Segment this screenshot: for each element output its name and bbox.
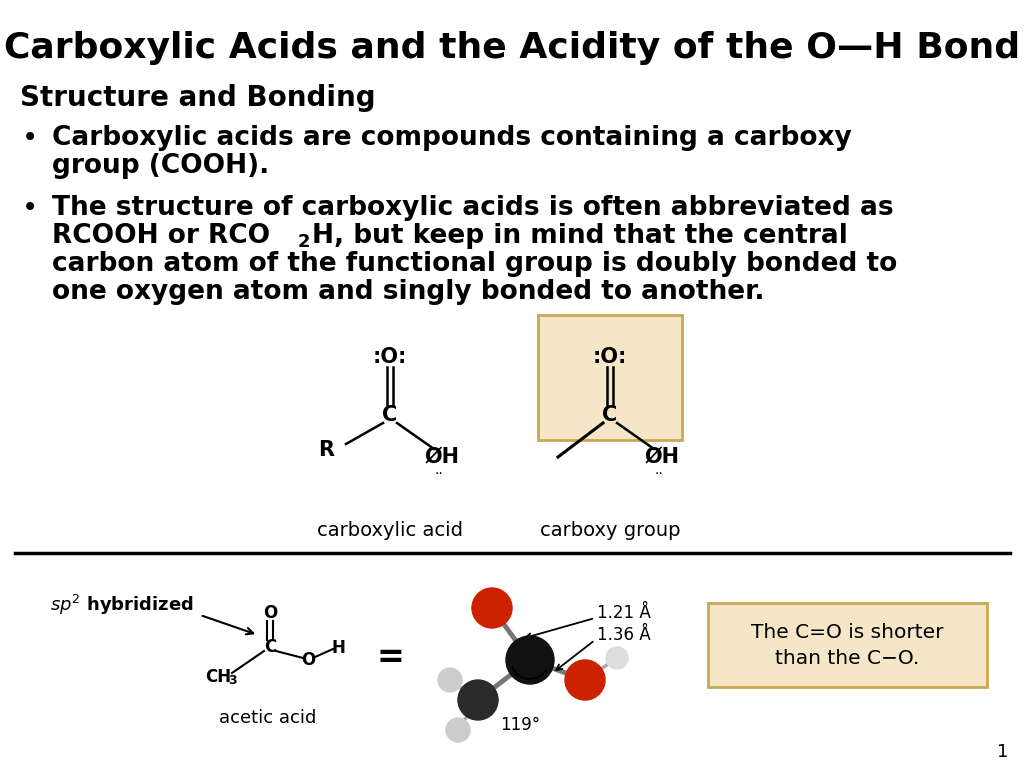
- Text: ..: ..: [434, 463, 443, 477]
- Text: C: C: [382, 405, 397, 425]
- Text: =: =: [376, 641, 403, 674]
- Text: C: C: [264, 638, 276, 656]
- Text: acetic acid: acetic acid: [219, 709, 316, 727]
- Text: •: •: [22, 194, 38, 222]
- Text: 2: 2: [298, 233, 310, 251]
- Text: RCOOH or RCO: RCOOH or RCO: [52, 223, 270, 249]
- Text: The structure of carboxylic acids is often abbreviated as: The structure of carboxylic acids is oft…: [52, 195, 894, 221]
- Text: •: •: [22, 124, 38, 152]
- Text: carbon atom of the functional group is doubly bonded to: carbon atom of the functional group is d…: [52, 251, 897, 277]
- Text: Structure and Bonding: Structure and Bonding: [20, 84, 376, 112]
- Circle shape: [438, 668, 462, 692]
- Text: ..: ..: [654, 463, 664, 477]
- Text: :O:: :O:: [593, 347, 627, 367]
- Circle shape: [458, 680, 498, 720]
- Text: carboxy group: carboxy group: [540, 521, 680, 539]
- Text: The C=O is shorter: The C=O is shorter: [752, 623, 944, 641]
- Text: 3: 3: [228, 674, 237, 687]
- Text: R: R: [318, 440, 334, 460]
- Text: CH: CH: [205, 668, 231, 686]
- Circle shape: [446, 718, 470, 742]
- Circle shape: [565, 660, 605, 700]
- Text: carboxylic acid: carboxylic acid: [317, 521, 463, 539]
- Text: O: O: [263, 604, 278, 622]
- Text: 1.36 Å: 1.36 Å: [597, 626, 650, 644]
- Text: ØH: ØH: [644, 447, 680, 467]
- Text: 1.21 Å: 1.21 Å: [597, 604, 651, 622]
- Circle shape: [472, 588, 512, 628]
- Text: 119°: 119°: [500, 716, 540, 734]
- FancyBboxPatch shape: [708, 603, 987, 687]
- Text: O: O: [301, 651, 315, 669]
- Text: 1: 1: [996, 743, 1008, 761]
- Text: one oxygen atom and singly bonded to another.: one oxygen atom and singly bonded to ano…: [52, 279, 765, 305]
- Text: H: H: [331, 639, 345, 657]
- Text: $\mathit{sp}^2$ hybridized: $\mathit{sp}^2$ hybridized: [50, 593, 194, 617]
- Text: H, but keep in mind that the central: H, but keep in mind that the central: [312, 223, 848, 249]
- Circle shape: [606, 647, 628, 669]
- Text: group (COOH).: group (COOH).: [52, 153, 269, 179]
- Circle shape: [506, 636, 554, 684]
- Text: Carboxylic Acids and the Acidity of the O—H Bond: Carboxylic Acids and the Acidity of the …: [4, 31, 1020, 65]
- Text: ØH: ØH: [425, 447, 460, 467]
- Text: :O:: :O:: [373, 347, 408, 367]
- Text: Carboxylic acids are compounds containing a carboxy: Carboxylic acids are compounds containin…: [52, 125, 852, 151]
- Text: C: C: [602, 405, 617, 425]
- Text: than the C−O.: than the C−O.: [775, 648, 920, 667]
- FancyBboxPatch shape: [538, 315, 682, 440]
